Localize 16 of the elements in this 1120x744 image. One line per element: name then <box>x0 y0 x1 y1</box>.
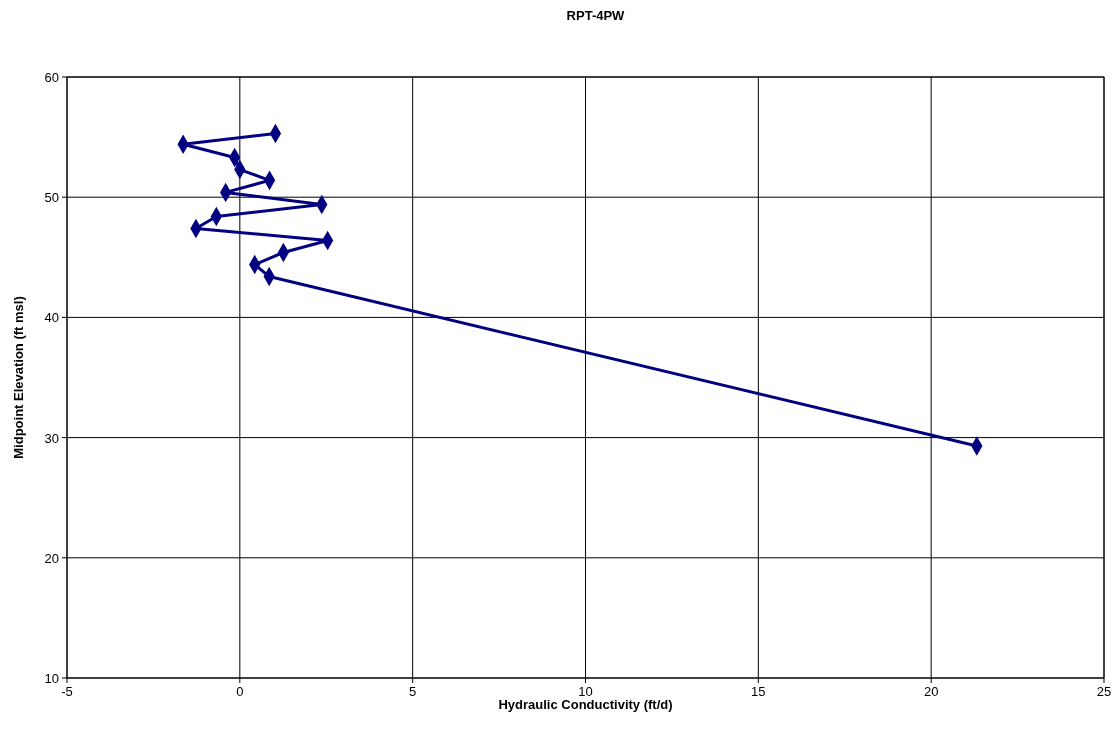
y-tick-label: 10 <box>44 671 59 686</box>
x-axis-title: Hydraulic Conductivity (ft/d) <box>498 697 673 712</box>
x-tick-label: 10 <box>578 684 593 699</box>
y-tick-label: 40 <box>44 310 59 326</box>
y-tick-label: 20 <box>44 550 59 566</box>
y-tick-label: 30 <box>44 430 59 446</box>
chart-title: RPT-4PW <box>566 8 626 23</box>
x-tick-label: 5 <box>409 684 417 699</box>
x-tick-label: 25 <box>1096 684 1112 699</box>
x-tick-label: -5 <box>61 684 73 699</box>
x-tick-label: 20 <box>923 684 939 699</box>
y-axis-title: Midpoint Elevation (ft msl) <box>11 296 26 459</box>
y-tick-label: 50 <box>44 190 59 206</box>
x-tick-label: 15 <box>751 684 766 699</box>
x-tick-label: 0 <box>236 684 244 699</box>
y-tick-label: 60 <box>44 70 59 85</box>
